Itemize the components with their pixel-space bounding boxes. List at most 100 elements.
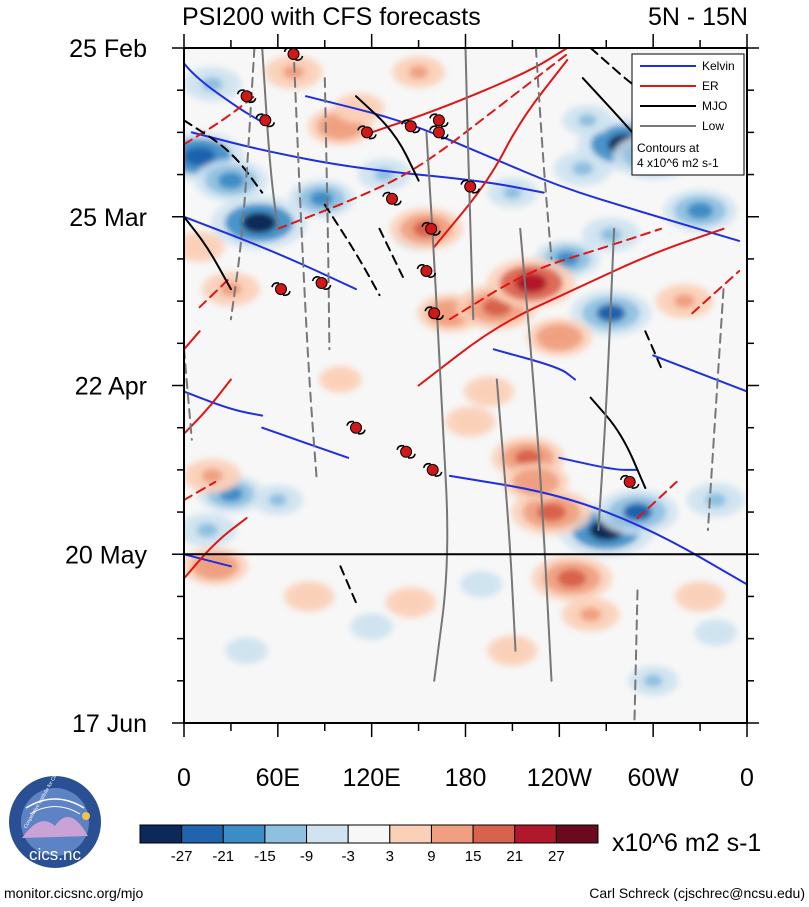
cyclone-eye	[432, 126, 445, 139]
colorbar-tick-label: -27	[171, 848, 193, 865]
kelvin-contour	[448, 474, 747, 586]
anomaly-core	[691, 590, 710, 603]
cyclone-marker	[255, 113, 276, 128]
kelvin-contour	[558, 456, 639, 471]
legend-note-line1: Contours at	[637, 141, 700, 155]
anomaly-core	[686, 202, 714, 220]
cyclone-arm	[401, 119, 409, 125]
mjo-contour	[581, 77, 655, 158]
cyclone-arm	[382, 191, 391, 197]
colorbar-swatch	[347, 824, 391, 844]
anomaly-core	[557, 569, 587, 588]
colorbar-tick-label: -15	[254, 848, 276, 865]
low-contour	[464, 48, 475, 321]
er-contour	[433, 59, 569, 248]
logo-arc	[25, 798, 85, 809]
cyclone-arm	[248, 97, 257, 104]
anomaly-field	[184, 54, 745, 697]
colorbar-swatch	[514, 824, 557, 844]
cyclone-arm	[323, 284, 332, 290]
y-tick-label: 25 Feb	[69, 35, 147, 63]
cyclone-arm	[271, 282, 280, 288]
mjo-contour	[378, 227, 404, 278]
er-contour	[417, 227, 725, 387]
anomaly-core	[515, 273, 547, 293]
cyclone-eye	[404, 120, 417, 133]
chart-title: PSI200 with CFS forecasts	[182, 3, 481, 31]
cyclone-arm	[631, 483, 640, 489]
legend: Kelvin ER MJO Low Contours at 4 x10^6 m2 s-…	[631, 53, 745, 176]
cyclone-marker	[382, 191, 402, 206]
x-tick-label: 180	[445, 764, 487, 792]
y-tick-label: 25 Mar	[69, 204, 147, 232]
cyclone-eye	[361, 126, 373, 139]
cyclone-eye	[287, 48, 300, 60]
colorbar-swatch	[264, 824, 308, 844]
anomaly-core	[363, 621, 380, 632]
cyclone-arm	[282, 290, 291, 297]
logo-inner-disc	[21, 788, 89, 856]
mjo-contour	[339, 565, 357, 604]
er-contour	[276, 53, 569, 230]
anomaly-core	[555, 251, 579, 267]
cyclone-arm	[295, 55, 304, 61]
anomaly-core	[197, 523, 218, 537]
colorbar-units: x10^6 m2 s-1	[612, 829, 761, 857]
cyclone-arm	[421, 221, 430, 228]
anomaly-core	[537, 503, 566, 522]
anomaly-core	[473, 579, 489, 590]
anomaly-core	[514, 449, 542, 467]
anomaly-core	[328, 118, 353, 134]
anomaly-core	[241, 212, 277, 234]
cyclone-arm	[422, 462, 431, 469]
anomaly-core	[705, 493, 727, 507]
cyclone-eye	[464, 180, 477, 193]
y-tick-label: 22 Apr	[75, 373, 147, 401]
kelvin-contour	[652, 354, 747, 393]
cyclone-arm	[267, 122, 276, 128]
cyclone-eye	[428, 307, 441, 320]
colorbar-tick-label: 21	[506, 848, 523, 865]
footer-url: monitor.cicsnc.org/mjo	[4, 885, 143, 901]
low-contour	[495, 378, 517, 652]
logo-sun	[82, 812, 90, 820]
kelvin-contour	[184, 390, 264, 417]
cyclone-marker	[396, 444, 416, 459]
cyclone-marker	[271, 282, 291, 297]
cyclone-eye	[259, 114, 272, 127]
tropical-cyclone-markers	[236, 48, 640, 489]
logo-text: cics.nc	[29, 845, 81, 864]
cyclone-arm	[428, 272, 437, 278]
logo-mountains	[22, 817, 88, 838]
anomaly-core	[300, 590, 319, 603]
low-contour	[292, 48, 318, 483]
colorbar-tick-label: 27	[548, 848, 565, 865]
cyclone-arm	[407, 453, 416, 459]
er-contour	[184, 517, 248, 580]
low-contour	[229, 48, 256, 321]
cyclone-eye	[315, 277, 328, 289]
cyclone-marker	[424, 306, 444, 321]
anomaly-core	[203, 558, 228, 574]
footer-author: Carl Schreck (cjschrec@ncsu.edu)	[589, 885, 805, 901]
cyclone-marker	[416, 264, 437, 278]
low-contour	[519, 227, 553, 682]
cyclone-eye	[386, 192, 398, 205]
y-axis: 25 Feb 25 Mar 22 Apr 20 May 17 Jun	[65, 35, 759, 738]
cyclone-arm	[368, 134, 377, 140]
cyclone-marker	[429, 113, 449, 128]
wave-contours	[184, 48, 747, 723]
cyclone-marker	[401, 119, 421, 134]
mjo-contour	[184, 119, 264, 194]
legend-label-mjo: MJO	[702, 99, 727, 113]
colorbar-swatch	[306, 824, 349, 844]
colorbar-tick-label: -9	[300, 848, 313, 865]
anomaly-core	[461, 415, 480, 428]
anomaly-core	[283, 65, 304, 79]
y-tick-label: 20 May	[65, 541, 147, 569]
anomaly-core	[578, 114, 597, 127]
low-contour	[633, 589, 639, 723]
x-tick-label: 120W	[527, 764, 593, 792]
low-contour	[597, 227, 616, 532]
cyclone-eye	[400, 445, 413, 458]
